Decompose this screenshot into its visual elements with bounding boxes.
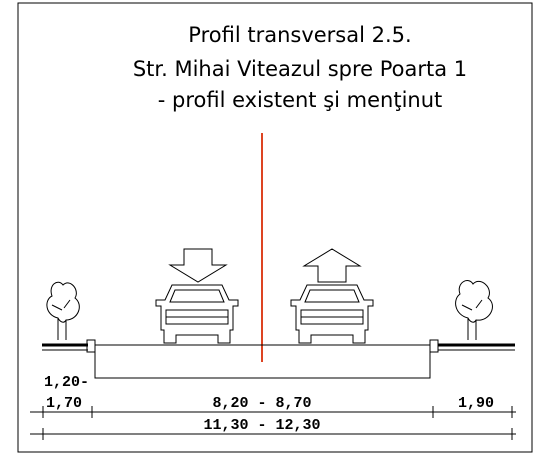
car	[155, 284, 239, 344]
arrow-down	[168, 248, 228, 283]
road	[42, 339, 515, 379]
title-line: - profil existent şi menţinut	[158, 88, 443, 112]
dimension-label: 8,20 - 8,70	[212, 395, 311, 412]
tree	[455, 280, 493, 340]
title-line: Profil transversal 2.5.	[188, 23, 411, 47]
dimension-lines	[30, 406, 516, 440]
car	[290, 284, 374, 344]
dimension-label: 1,90	[458, 395, 494, 412]
tree	[46, 281, 80, 340]
frame	[17, 2, 533, 453]
title-line: Str. Mihai Viteazul spre Poarta 1	[133, 57, 467, 81]
dimension-label: 1,70	[46, 395, 82, 412]
arrow-up	[302, 248, 362, 283]
dimension-label: 1,20-	[44, 374, 89, 391]
dimension-label: 11,30 - 12,30	[203, 417, 320, 434]
